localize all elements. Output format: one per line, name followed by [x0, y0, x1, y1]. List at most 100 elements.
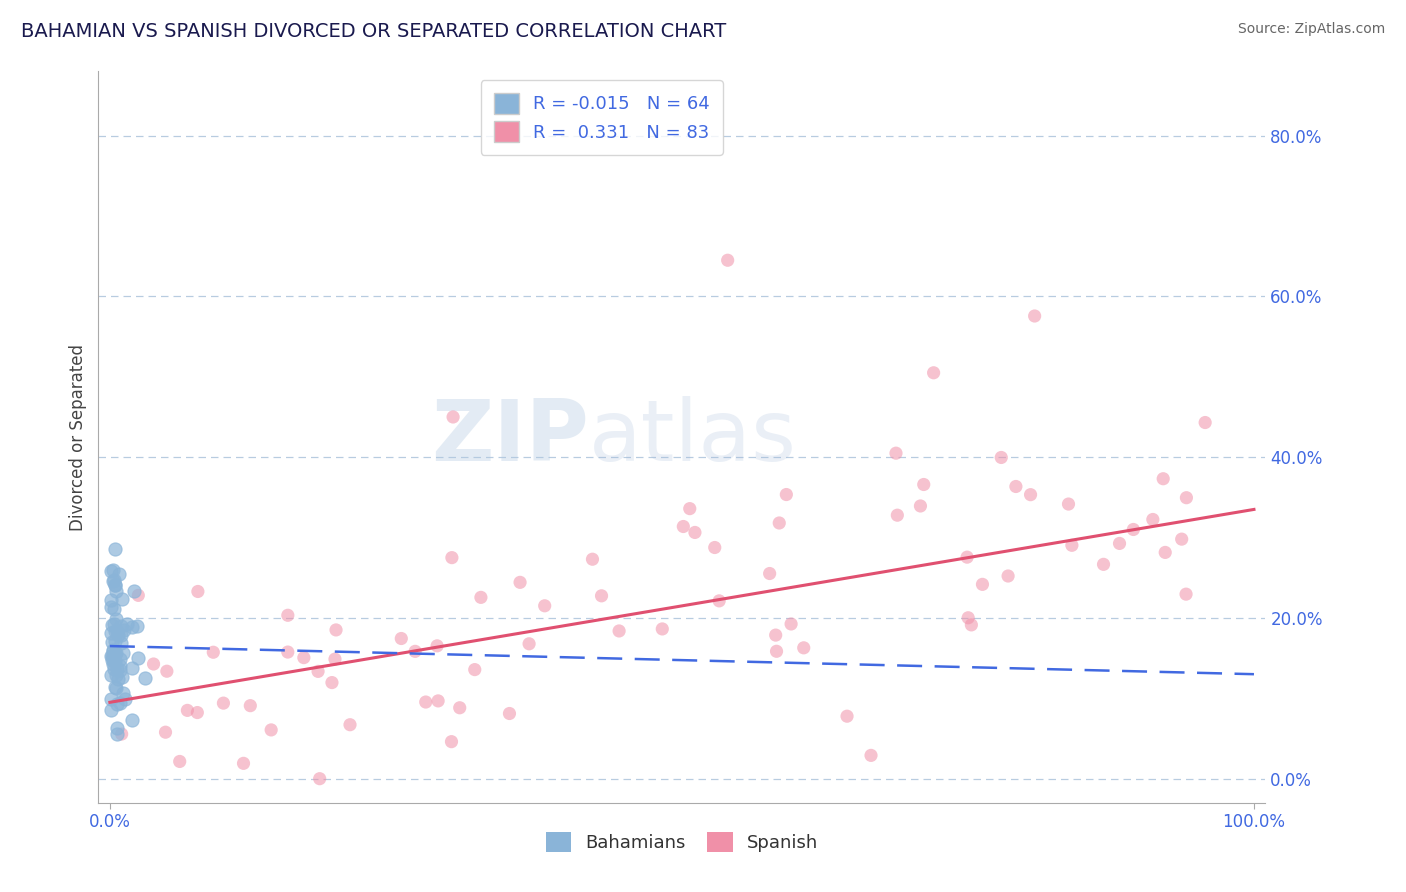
Point — [121, 620, 143, 634]
Point — [111, 670, 134, 684]
Point — [533, 599, 555, 613]
Point — [509, 575, 531, 590]
Point — [104, 578, 127, 592]
Point — [1019, 488, 1042, 502]
Point — [107, 673, 129, 687]
Point — [104, 624, 127, 638]
Point — [100, 600, 122, 615]
Point — [683, 525, 706, 540]
Point — [703, 541, 725, 555]
Point — [134, 671, 156, 685]
Point — [127, 619, 149, 633]
Point — [884, 446, 907, 460]
Point — [910, 499, 932, 513]
Point — [105, 624, 128, 638]
Point — [470, 591, 492, 605]
Point — [104, 646, 127, 660]
Point — [449, 700, 471, 714]
Point — [105, 726, 128, 740]
Point — [1108, 536, 1130, 550]
Point — [110, 663, 132, 677]
Point — [142, 657, 165, 671]
Point — [156, 664, 179, 678]
Point — [426, 639, 449, 653]
Point — [100, 648, 122, 663]
Point — [202, 645, 225, 659]
Point — [100, 565, 122, 579]
Point — [415, 695, 437, 709]
Point — [101, 643, 124, 657]
Point — [111, 685, 134, 699]
Point — [100, 668, 122, 682]
Point — [100, 703, 122, 717]
Point — [232, 756, 254, 771]
Text: Source: ZipAtlas.com: Source: ZipAtlas.com — [1237, 22, 1385, 37]
Point — [121, 713, 143, 727]
Point — [104, 667, 127, 681]
Text: atlas: atlas — [589, 395, 797, 479]
Point — [325, 623, 347, 637]
Point — [758, 566, 780, 581]
Point — [957, 611, 980, 625]
Legend: Bahamians, Spanish: Bahamians, Spanish — [538, 824, 825, 860]
Point — [972, 577, 994, 591]
Point — [103, 654, 125, 668]
Point — [112, 623, 135, 637]
Point — [922, 366, 945, 380]
Point — [277, 645, 299, 659]
Point — [775, 487, 797, 501]
Point — [105, 681, 128, 696]
Point — [717, 253, 740, 268]
Point — [104, 680, 127, 694]
Point — [835, 709, 858, 723]
Point — [1057, 497, 1080, 511]
Point — [114, 692, 136, 706]
Point — [1154, 545, 1177, 559]
Point — [321, 675, 343, 690]
Point — [956, 550, 979, 565]
Point — [101, 653, 124, 667]
Point — [121, 661, 143, 675]
Point — [517, 637, 540, 651]
Point — [1152, 472, 1174, 486]
Point — [886, 508, 908, 523]
Point — [104, 612, 127, 626]
Point — [292, 650, 315, 665]
Point — [101, 648, 124, 663]
Point — [110, 636, 132, 650]
Point — [176, 703, 198, 717]
Point — [101, 635, 124, 649]
Point — [103, 602, 125, 616]
Point — [100, 593, 122, 607]
Point — [1060, 538, 1083, 552]
Point — [100, 618, 122, 632]
Point — [110, 619, 132, 633]
Point — [679, 501, 702, 516]
Point — [990, 450, 1012, 465]
Point — [101, 657, 124, 672]
Point — [323, 652, 346, 666]
Point — [441, 409, 464, 424]
Point — [104, 634, 127, 648]
Point — [277, 608, 299, 623]
Point — [307, 665, 329, 679]
Point — [155, 725, 177, 739]
Y-axis label: Divorced or Separated: Divorced or Separated — [69, 343, 87, 531]
Point — [103, 574, 125, 588]
Point — [1194, 416, 1216, 430]
Point — [105, 662, 128, 676]
Point — [591, 589, 613, 603]
Point — [859, 748, 882, 763]
Point — [104, 654, 127, 668]
Point — [440, 734, 463, 748]
Point — [103, 563, 125, 577]
Point — [105, 646, 128, 660]
Point — [103, 644, 125, 658]
Point — [960, 618, 983, 632]
Point — [464, 663, 486, 677]
Text: BAHAMIAN VS SPANISH DIVORCED OR SEPARATED CORRELATION CHART: BAHAMIAN VS SPANISH DIVORCED OR SEPARATE… — [21, 22, 727, 41]
Point — [1092, 558, 1115, 572]
Point — [108, 658, 131, 673]
Point — [427, 694, 450, 708]
Point — [1122, 523, 1144, 537]
